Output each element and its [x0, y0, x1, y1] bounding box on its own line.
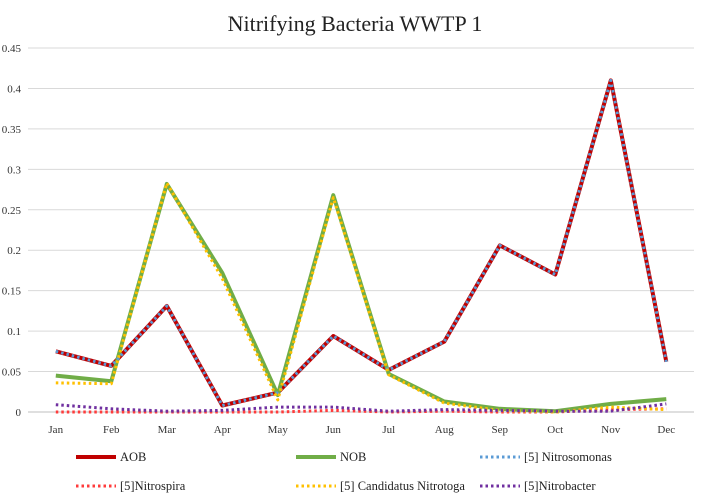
plot-area	[55, 78, 669, 414]
y-tick-label: 0.35	[2, 124, 22, 136]
y-tick-label: 0.3	[7, 164, 21, 176]
y-tick-label: 0.25	[2, 205, 22, 217]
y-tick-label: 0.4	[7, 83, 21, 95]
y-tick-label: 0.15	[2, 286, 22, 298]
y-axis-ticks: 0 0.05 0.1 0.15 0.2 0.25 0.3 0.35 0.4 0.45	[2, 43, 22, 419]
series-line-aob	[55, 78, 669, 408]
legend-item-nitrosomonas: [5] Nitrosomonas	[480, 450, 612, 464]
chart-title: Nitrifying Bacteria WWTP 1	[228, 11, 483, 36]
series-line-candidatus-nitrotoga	[55, 181, 667, 414]
legend-label: [5] Nitrosomonas	[524, 450, 612, 464]
x-tick-label: Aug	[435, 424, 454, 436]
y-tick-label: 0.1	[7, 326, 21, 338]
x-tick-label: Apr	[214, 424, 231, 436]
x-tick-label: Nov	[601, 424, 620, 436]
y-tick-label: 0.05	[2, 367, 22, 379]
x-tick-label: May	[268, 424, 289, 436]
x-tick-label: Jun	[326, 424, 342, 436]
y-tick-label: 0.45	[2, 43, 22, 55]
legend-label: NOB	[340, 450, 366, 464]
legend: AOB NOB [5] Nitrosomonas [5]Nitrospira [5] C…	[76, 450, 612, 493]
x-tick-label: Jul	[382, 424, 395, 436]
series-line-nob	[55, 181, 667, 414]
legend-label: [5] Candidatus Nitrotoga	[340, 479, 465, 493]
x-axis-ticks: Jan Feb Mar Apr May Jun Jul Aug Sep Oct Nov Dec	[48, 424, 675, 436]
legend-item-nitrobacter: [5]Nitrobacter	[480, 479, 596, 493]
legend-label: AOB	[120, 450, 146, 464]
x-tick-label: Feb	[103, 424, 120, 436]
gridlines	[28, 47, 694, 413]
legend-item-candidatus-nitrotoga: [5] Candidatus Nitrotoga	[296, 479, 465, 493]
legend-item-aob: AOB	[76, 450, 146, 464]
y-tick-label: 0.2	[7, 245, 21, 257]
legend-label: [5]Nitrospira	[120, 479, 186, 493]
legend-item-nob: NOB	[296, 450, 366, 464]
legend-item-nitrospira: [5]Nitrospira	[76, 479, 186, 493]
x-tick-label: Sep	[492, 424, 509, 436]
y-tick-label: 0	[16, 407, 22, 419]
x-tick-label: Oct	[547, 424, 563, 436]
x-tick-label: Dec	[657, 424, 675, 436]
x-tick-label: Jan	[48, 424, 63, 436]
x-tick-label: Mar	[158, 424, 177, 436]
legend-label: [5]Nitrobacter	[524, 479, 596, 493]
